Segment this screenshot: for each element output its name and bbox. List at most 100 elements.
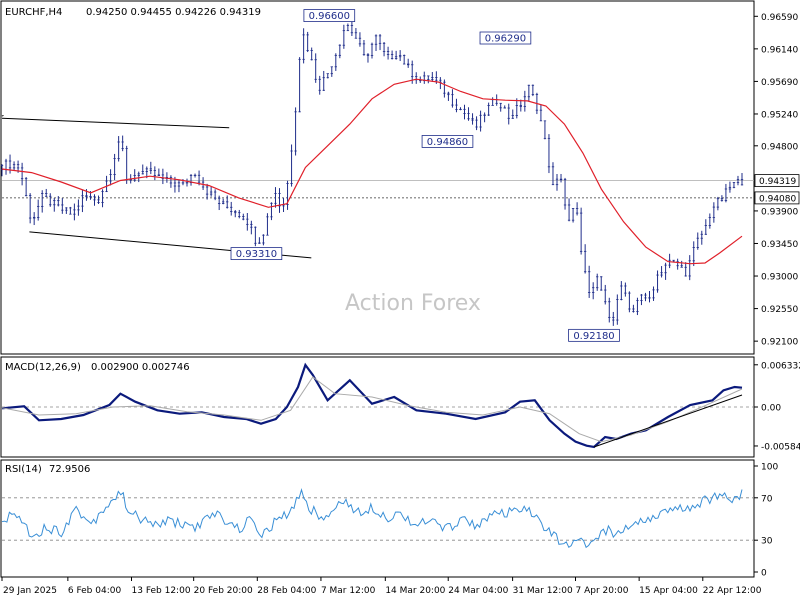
candle xyxy=(559,173,563,183)
macd-trendline xyxy=(593,394,743,448)
candle xyxy=(708,213,712,229)
candle xyxy=(157,168,161,176)
x-tick-label: 7 Mar 12:00 xyxy=(321,586,376,596)
candle xyxy=(398,50,402,62)
candle xyxy=(149,161,153,175)
candle xyxy=(455,98,458,113)
level-price-label: 0.94080 xyxy=(759,194,796,204)
candle xyxy=(507,103,510,125)
candle xyxy=(137,171,140,183)
candle xyxy=(346,23,350,32)
candle xyxy=(628,291,631,313)
candle xyxy=(499,102,502,112)
candle xyxy=(366,53,370,63)
candle xyxy=(217,195,221,211)
candle xyxy=(117,136,120,162)
x-tick-label: 20 Feb 20:00 xyxy=(194,586,253,596)
candle xyxy=(153,166,157,181)
candle xyxy=(712,202,716,223)
candle xyxy=(326,73,329,79)
x-tick-label: 13 Feb 12:00 xyxy=(132,586,191,596)
candle xyxy=(378,34,382,51)
candle xyxy=(294,107,297,156)
current-price-label: 0.94319 xyxy=(759,177,796,187)
candle xyxy=(258,237,261,244)
candle xyxy=(583,244,587,274)
macd-label: MACD(12,26,9) xyxy=(5,362,81,373)
main-price-pane: Action Forex EURCHF,H4 0.94250 0.94455 0… xyxy=(0,0,800,355)
candle xyxy=(24,177,28,197)
candle xyxy=(322,70,325,91)
candle xyxy=(334,53,338,71)
candle xyxy=(531,84,535,97)
candle xyxy=(121,135,124,152)
candle xyxy=(543,120,547,140)
candle xyxy=(591,282,595,300)
candle xyxy=(101,189,104,208)
x-tick-label: 29 Jan 2025 xyxy=(3,586,57,596)
y-tick-label: 0.93000 xyxy=(761,273,798,283)
candle xyxy=(720,195,724,202)
candle xyxy=(680,260,683,268)
macd-values: 0.002900 0.002746 xyxy=(91,362,190,373)
candle xyxy=(394,50,398,60)
candle xyxy=(234,209,237,218)
candle xyxy=(310,47,313,61)
x-tick-label: 14 Mar 20:00 xyxy=(385,586,445,596)
candle xyxy=(133,169,136,182)
candle xyxy=(246,213,249,231)
price-annotation: 0.96290 xyxy=(479,31,532,45)
y-tick-label: 0.95240 xyxy=(761,110,798,120)
candle xyxy=(230,201,233,216)
candle xyxy=(36,199,40,221)
candle xyxy=(342,24,346,49)
candle xyxy=(724,183,728,203)
candle xyxy=(402,54,406,65)
rsi-label: RSI(14) xyxy=(5,464,42,475)
candle xyxy=(266,213,269,236)
candle xyxy=(539,104,543,122)
candle xyxy=(221,198,225,205)
price-annotation-label: 0.96290 xyxy=(485,34,526,45)
main-series: 0.96600 0.96290 0.94860 0.93310 0.92180 xyxy=(0,9,754,342)
price-annotation-label: 0.94860 xyxy=(427,137,468,148)
y-tick-label: 0.93450 xyxy=(761,240,798,250)
price-annotation: 0.92180 xyxy=(568,328,620,342)
candle xyxy=(61,198,64,214)
candle xyxy=(105,175,108,193)
y-tick-label: 0 xyxy=(761,569,767,579)
candle xyxy=(547,134,551,174)
rsi-value: 72.9506 xyxy=(49,464,90,475)
candle xyxy=(141,164,144,175)
candle xyxy=(386,46,390,60)
candle xyxy=(571,208,575,223)
trendline-0 xyxy=(1,114,4,117)
candle xyxy=(270,202,273,221)
candle xyxy=(330,66,333,77)
candle xyxy=(704,219,708,235)
level-price-box-bg xyxy=(754,191,800,205)
moving-average-line xyxy=(1,78,743,265)
watermark: Action Forex xyxy=(345,291,481,316)
price-annotation-box xyxy=(421,135,474,148)
macd-series xyxy=(1,362,754,449)
x-tick-label: 6 Feb 04:00 xyxy=(68,586,122,596)
y-tick-label: 100 xyxy=(761,463,778,473)
candle xyxy=(664,262,667,280)
candle xyxy=(676,258,679,270)
candle xyxy=(97,195,100,205)
candle xyxy=(503,105,506,109)
candle xyxy=(390,50,394,60)
candle xyxy=(32,212,36,226)
macd-y-axis: 0.006332 0.00 -0.005845 xyxy=(754,361,800,452)
trendline-1 xyxy=(1,117,230,129)
candle xyxy=(242,213,245,221)
candle xyxy=(431,71,434,83)
price-annotation-label: 0.96600 xyxy=(309,11,350,22)
x-tick-label: 15 Apr 04:00 xyxy=(639,586,698,596)
candle xyxy=(338,44,342,59)
rsi-pane-border xyxy=(0,459,755,578)
x-tick-label: 28 Feb 04:00 xyxy=(257,586,316,596)
